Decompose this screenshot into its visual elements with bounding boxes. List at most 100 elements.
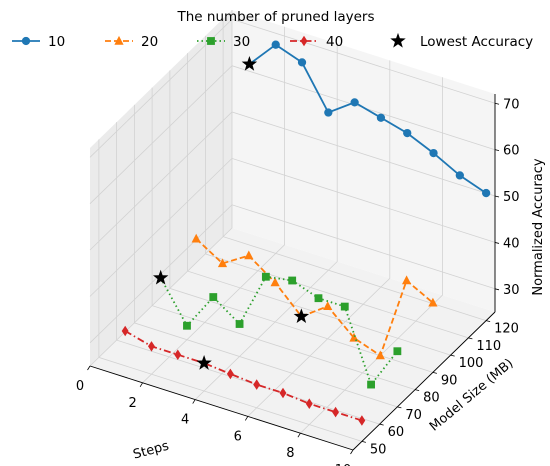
grid-line-x xyxy=(89,10,233,367)
x-tick-mark xyxy=(192,399,196,404)
data-point-20 xyxy=(244,250,254,260)
z-tick-label: 30 xyxy=(503,283,520,298)
lowest-accuracy-point xyxy=(196,355,212,370)
series-20 xyxy=(191,233,438,360)
y-tick-mark xyxy=(450,354,455,357)
data-point-10 xyxy=(403,128,412,138)
legend-label: 20 xyxy=(141,34,158,50)
data-point-10 xyxy=(324,108,333,117)
data-point-20 xyxy=(270,277,280,287)
data-point-20 xyxy=(349,332,359,342)
legend: The number of pruned layers 10 20 30 40 Lowe… xyxy=(12,9,533,50)
x-tick-label: 4 xyxy=(181,413,189,428)
y-tick-label: 60 xyxy=(388,425,405,440)
data-point-40 xyxy=(121,325,129,337)
y-tick-mark xyxy=(397,406,402,409)
z-tick-label: 50 xyxy=(503,190,520,205)
legend-item-lowest-accuracy: Lowest Accuracy xyxy=(390,32,533,50)
x-tick-mark xyxy=(244,416,249,421)
x-axis-label: Steps xyxy=(132,439,171,463)
data-point-40 xyxy=(148,341,155,352)
grid-line-y xyxy=(133,104,398,408)
y-tick-label: 100 xyxy=(459,356,484,371)
x-axis-line xyxy=(89,365,354,451)
data-point-10 xyxy=(455,171,464,180)
legend-marker-10 xyxy=(21,36,31,46)
legend-label: 10 xyxy=(48,34,65,50)
back-pane xyxy=(232,10,495,312)
data-point-30 xyxy=(288,276,297,285)
grid-line-y xyxy=(151,87,416,390)
floor-pane xyxy=(90,228,495,450)
series-line-10 xyxy=(248,43,487,194)
z-tick-mark xyxy=(494,242,500,244)
data-point-40 xyxy=(174,349,182,360)
legend-item-30: 30 xyxy=(197,34,250,50)
data-point-20 xyxy=(375,350,385,360)
data-point-30 xyxy=(393,347,402,356)
series-10 xyxy=(241,40,491,198)
data-point-30 xyxy=(367,380,375,389)
grid-line-z xyxy=(89,65,496,204)
x-tick-mark xyxy=(139,382,143,388)
y-tick-mark xyxy=(361,440,366,443)
x-tick-label: 8 xyxy=(286,446,294,461)
y-tick-label: 90 xyxy=(441,373,458,388)
series-line-30 xyxy=(159,275,399,387)
grid-line-x xyxy=(300,77,443,434)
z-tick-mark xyxy=(494,288,500,291)
legend-marker-40 xyxy=(300,35,308,47)
x-tick-mark xyxy=(297,432,301,438)
y-axis-line xyxy=(352,311,496,451)
series-40 xyxy=(121,325,366,426)
grid-line-z xyxy=(89,204,496,344)
series-line-20 xyxy=(195,238,434,357)
grid-line-z xyxy=(89,111,496,251)
data-point-30 xyxy=(314,294,323,303)
y-tick-mark xyxy=(415,389,420,392)
data-point-20 xyxy=(217,258,228,268)
data-point-20 xyxy=(428,297,438,307)
z-axis-label: Normalized Accuracy xyxy=(531,158,546,296)
series-line-40 xyxy=(124,330,363,422)
legend-item-10: 10 xyxy=(12,34,65,50)
data-point-10 xyxy=(297,58,307,67)
legend-label: Lowest Accuracy xyxy=(420,34,533,50)
data-point-30 xyxy=(209,293,218,301)
lowest-accuracy-point xyxy=(241,56,258,71)
grid-line-x xyxy=(194,43,338,400)
axis-lines xyxy=(89,94,496,451)
axis-panes xyxy=(90,10,495,450)
legend-marker-lowest-accuracy xyxy=(390,32,406,48)
data-point-10 xyxy=(429,148,438,158)
y-tick-mark xyxy=(468,337,473,340)
legend-marker-20 xyxy=(114,35,124,45)
legend-item-20: 20 xyxy=(105,34,158,50)
legend-label: 30 xyxy=(233,34,250,50)
data-point-30 xyxy=(261,272,270,281)
data-point-20 xyxy=(323,301,333,310)
grid-line-x xyxy=(142,26,286,384)
data-point-40 xyxy=(305,398,313,409)
lowest-accuracy-point xyxy=(293,308,310,323)
z-tick-label: 70 xyxy=(503,97,520,112)
data-point-40 xyxy=(279,387,287,399)
y-tick-mark xyxy=(486,320,491,323)
legend-item-40: 40 xyxy=(290,34,343,50)
data-point-40 xyxy=(358,415,366,426)
x-tick-mark xyxy=(87,365,91,371)
z-tick-mark xyxy=(494,102,500,105)
z-tick-mark xyxy=(494,195,500,198)
data-point-10 xyxy=(271,40,280,49)
grid-line-y xyxy=(169,70,434,373)
grid-line-x xyxy=(247,60,391,417)
lowest-accuracy-point xyxy=(153,269,169,285)
data-point-30 xyxy=(183,321,191,330)
y-tick-label: 110 xyxy=(476,339,501,354)
x-tick-label: 6 xyxy=(234,429,242,444)
data-point-10 xyxy=(350,98,359,107)
data-point-40 xyxy=(253,379,261,390)
legend-marker-30 xyxy=(207,37,215,45)
data-point-30 xyxy=(235,320,244,328)
